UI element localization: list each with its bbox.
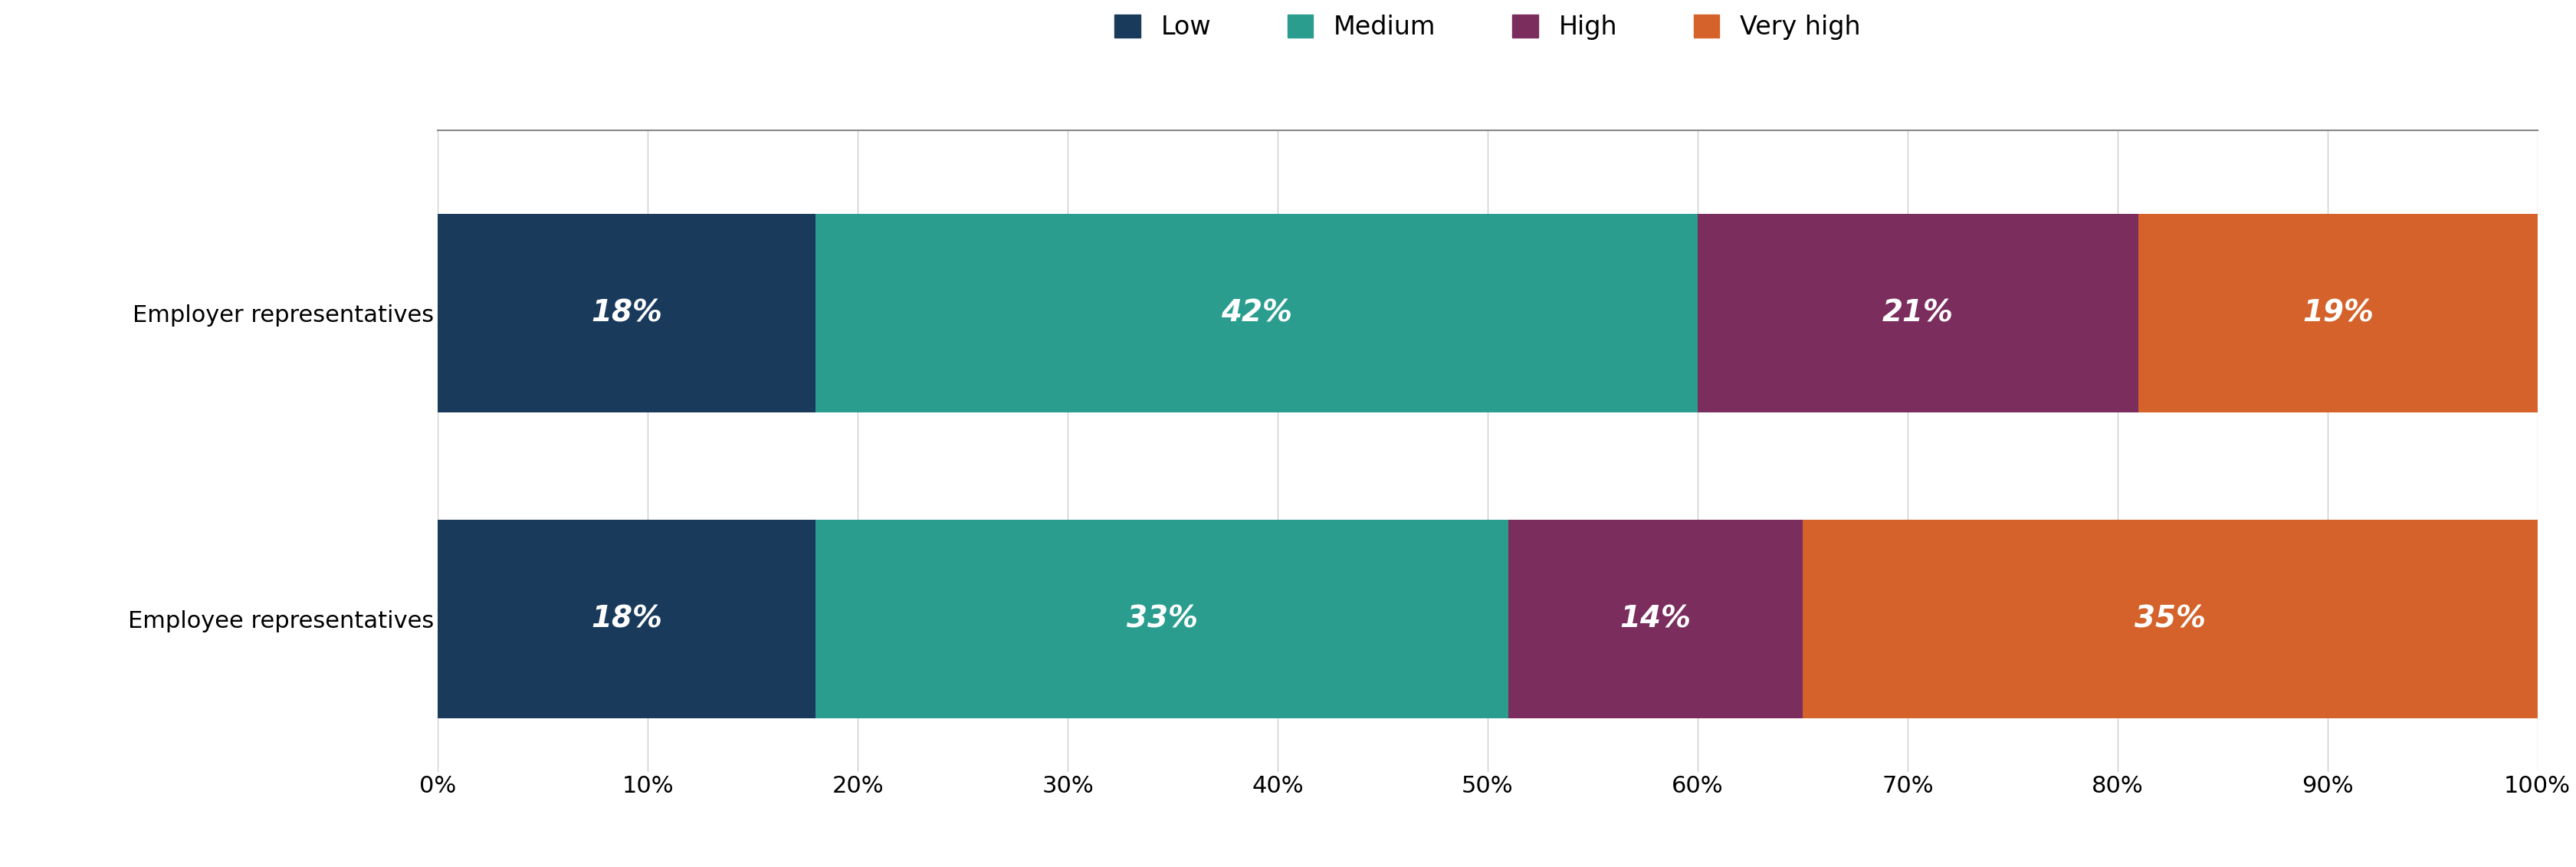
Bar xyxy=(817,519,1510,718)
Legend: Low, Medium, High, Very high: Low, Medium, High, Very high xyxy=(1103,2,1873,53)
Bar xyxy=(438,214,817,413)
Text: 33%: 33% xyxy=(1126,604,1198,634)
Text: 42%: 42% xyxy=(1221,299,1293,328)
Bar xyxy=(438,519,817,718)
Text: 35%: 35% xyxy=(2136,604,2205,634)
Text: 19%: 19% xyxy=(2303,299,2372,328)
Bar xyxy=(1510,519,1803,718)
Text: 14%: 14% xyxy=(1620,604,1692,634)
Bar xyxy=(1803,519,2537,718)
Bar xyxy=(1698,214,2138,413)
Text: 21%: 21% xyxy=(1883,299,1953,328)
Bar xyxy=(817,214,1698,413)
Bar xyxy=(2138,214,2537,413)
Text: 18%: 18% xyxy=(592,299,662,328)
Text: 18%: 18% xyxy=(592,604,662,634)
